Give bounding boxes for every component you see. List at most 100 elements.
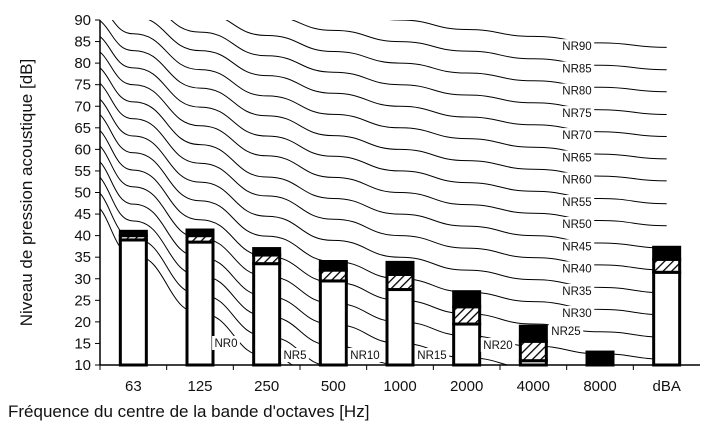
nr-label-nr5: NR5 (283, 350, 306, 362)
x-tick-label: 4000 (517, 378, 550, 395)
nr-curve-9 (100, 67, 667, 249)
nr-label-nr70: NR70 (562, 130, 591, 142)
bar-open-segment (318, 279, 348, 367)
bar-8 (652, 245, 682, 367)
nr-label-nr50: NR50 (562, 219, 591, 231)
y-tick-label: 45 (74, 206, 91, 223)
y-tick-label: 35 (74, 249, 91, 266)
nr-curve-6 (100, 114, 667, 316)
nr-curve-11 (100, 36, 667, 205)
y-tick-label: 40 (74, 228, 91, 245)
nr-label-nr75: NR75 (562, 108, 591, 120)
nr-label-nr35: NR35 (562, 286, 591, 298)
nr-curve-12 (100, 20, 667, 182)
bar-6 (518, 324, 548, 367)
y-tick-label: 25 (74, 292, 91, 309)
bar-hatched-segment (452, 305, 482, 326)
bar-hatched-segment (385, 272, 415, 292)
x-tick-label: 63 (125, 378, 142, 395)
bar-hatched-segment (518, 339, 548, 363)
nr-label-box (480, 338, 516, 352)
nr-label-box (559, 195, 595, 210)
nr-label-box (414, 348, 450, 362)
nr-label-nr55: NR55 (562, 197, 591, 209)
bar-hatched-segment (318, 268, 348, 283)
y-axis-ticks: 10 15 20 25 30 35 40 45 50 55 60 65 70 75 80 85 90 (74, 12, 100, 374)
bar-solid-segment (585, 350, 615, 367)
nr-label-nr10: NR10 (350, 350, 379, 362)
nr-curve-17 (291, 20, 667, 71)
bar-open-segment (118, 238, 148, 367)
nr-label-box (548, 324, 584, 338)
y-tick-label: 20 (74, 314, 91, 331)
y-tick-label: 60 (74, 141, 91, 158)
nr-curve-8 (100, 82, 667, 271)
bar-solid-segment (385, 260, 415, 276)
nr-curve-15 (170, 20, 667, 115)
y-tick-label: 65 (74, 120, 91, 137)
bar-solid-segment (452, 290, 482, 309)
nr-label-nr30: NR30 (562, 308, 591, 320)
nr-label-box (212, 336, 240, 350)
nr-labels: NR0 NR5 NR10 NR15 NR20 NR25 NR30 NR35 NR40 NR45 NR… (212, 39, 595, 362)
nr-label-box (559, 39, 595, 54)
bar-open-segment (452, 322, 482, 367)
x-tick-label: 500 (321, 378, 346, 395)
nr-label-box (347, 348, 383, 362)
nr-label-nr15: NR15 (417, 350, 446, 362)
bar-solid-segment (318, 260, 348, 272)
bars (118, 228, 682, 367)
y-tick-label: 30 (74, 271, 91, 288)
nr-label-box (559, 106, 595, 121)
nr-label-box (559, 261, 595, 276)
nr-label-nr40: NR40 (562, 263, 591, 275)
y-tick-label: 80 (74, 55, 91, 72)
bar-0 (118, 229, 148, 367)
x-axis-ticks: 63 125 250 500 1000 2000 4000 8000 dBA (99, 365, 681, 395)
nr-curve-13 (111, 20, 667, 160)
nr-label-box (559, 305, 595, 320)
nr-label-nr0: NR0 (214, 338, 237, 350)
nr-label-nr60: NR60 (562, 174, 591, 186)
bar-4 (385, 260, 415, 367)
bar-5 (452, 290, 482, 367)
nr-label-nr65: NR65 (562, 152, 591, 164)
nr-curve-0 (100, 207, 293, 365)
nr-label-nr80: NR80 (562, 86, 591, 98)
bar-open-segment (252, 262, 282, 367)
nr-curve-16 (225, 20, 667, 93)
bar-solid-segment (185, 228, 215, 238)
y-tick-label: 15 (74, 335, 91, 352)
x-tick-label: 8000 (583, 378, 616, 395)
bar-open-segment (652, 270, 682, 367)
y-tick-label: 75 (74, 77, 91, 94)
nr-curve-2 (100, 176, 410, 365)
bar-open-segment (185, 240, 215, 367)
nr-curve-3 (100, 161, 510, 365)
x-tick-label: 2000 (450, 378, 483, 395)
nr-label-nr45: NR45 (562, 241, 591, 253)
bar-hatched-segment (652, 257, 682, 274)
nr-label-box (559, 128, 595, 143)
nr-label-nr25: NR25 (551, 326, 580, 338)
x-axis-title: Fréquence du centre de la bande d'octave… (8, 402, 369, 421)
bar-1 (185, 228, 215, 367)
nr-label-box (559, 216, 595, 231)
nr-curve-1 (100, 192, 325, 365)
bar-7 (585, 350, 615, 367)
bar-solid-segment (118, 229, 148, 238)
nr-label-box (559, 61, 595, 76)
x-tick-label: 250 (254, 378, 279, 395)
nr-curve-4 (100, 145, 667, 360)
bar-open-segment (385, 288, 415, 367)
y-axis-title: Niveau de pression acoustique [dB] (17, 59, 36, 326)
nr-label-box (559, 83, 595, 98)
nr-curve-7 (100, 98, 667, 294)
nr-label-box (559, 239, 595, 254)
x-tick-label: dBA (652, 378, 680, 395)
y-tick-label: 10 (74, 357, 91, 374)
nr-label-box (281, 348, 309, 362)
nr-curve-14 (148, 20, 667, 137)
y-tick-label: 85 (74, 34, 91, 51)
